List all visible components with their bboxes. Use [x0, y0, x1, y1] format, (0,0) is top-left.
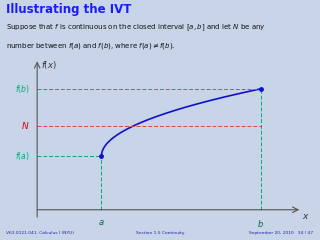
Text: $f(a)$: $f(a)$	[15, 150, 29, 162]
Text: Section 1.5 Continuity: Section 1.5 Continuity	[136, 231, 184, 235]
Text: $b$: $b$	[258, 218, 264, 229]
Text: Illustrating the IVT: Illustrating the IVT	[6, 3, 132, 16]
Text: September 20, 2010   34 / 47: September 20, 2010 34 / 47	[250, 231, 314, 235]
Text: V63.0121.041, Calculus I (NYU): V63.0121.041, Calculus I (NYU)	[6, 231, 74, 235]
Text: $a$: $a$	[98, 218, 105, 227]
Text: Suppose that $f$ is continuous on the closed interval $[a, b]$ and let $N$ be an: Suppose that $f$ is continuous on the cl…	[6, 22, 266, 33]
Text: $f(x)$: $f(x)$	[41, 59, 57, 71]
Text: $f(b)$: $f(b)$	[15, 83, 29, 95]
Text: $x$: $x$	[302, 212, 310, 221]
Text: number between $f(a)$ and $f(b)$, where $f(a) \neq f(b)$.: number between $f(a)$ and $f(b)$, where …	[6, 41, 176, 51]
Text: $N$: $N$	[21, 120, 29, 131]
